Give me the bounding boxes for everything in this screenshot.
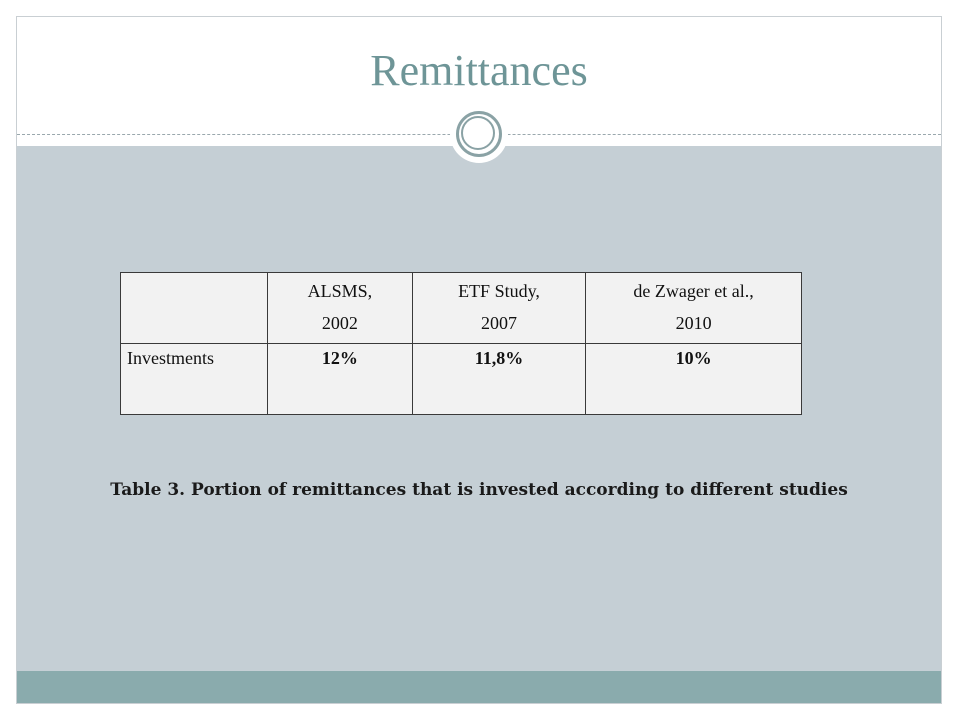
header-etf-line2: 2007 bbox=[480, 313, 517, 333]
table-header-cell-etf: ETF Study, 2007 bbox=[411, 272, 587, 344]
circle-ornament-icon bbox=[450, 105, 508, 163]
ornament-inner-ring bbox=[461, 116, 495, 150]
table-corner-cell bbox=[120, 272, 268, 344]
header-alsms-line1: ALSMS, bbox=[307, 281, 373, 301]
footer-band bbox=[17, 671, 941, 703]
table-header-row: ALSMS, 2002 ETF Study, 2007 de Zwager et… bbox=[120, 272, 802, 344]
cell-investments-etf: 11,8% bbox=[411, 343, 587, 415]
slide: Remittances ALSMS, 2002 ETF Study, 2007 … bbox=[16, 16, 942, 704]
remittances-table: ALSMS, 2002 ETF Study, 2007 de Zwager et… bbox=[120, 272, 802, 415]
header-dezwager-line2: 2010 bbox=[675, 313, 712, 333]
cell-investments-dezwager: 10% bbox=[585, 343, 802, 415]
table-header-cell-dezwager: de Zwager et al., 2010 bbox=[585, 272, 802, 344]
header-dezwager-line1: de Zwager et al., bbox=[633, 281, 754, 301]
table-header-cell-alsms: ALSMS, 2002 bbox=[266, 272, 413, 344]
table-caption: Table 3. Portion of remittances that is … bbox=[110, 480, 848, 500]
ornament-outer-ring bbox=[456, 111, 502, 157]
header-etf-line1: ETF Study, bbox=[458, 281, 540, 301]
table-row: Investments 12% 11,8% 10% bbox=[120, 343, 802, 415]
cell-investments-alsms: 12% bbox=[266, 343, 413, 415]
row-label-investments: Investments bbox=[120, 343, 268, 415]
header-alsms-line2: 2002 bbox=[321, 313, 358, 333]
slide-title: Remittances bbox=[370, 46, 588, 95]
